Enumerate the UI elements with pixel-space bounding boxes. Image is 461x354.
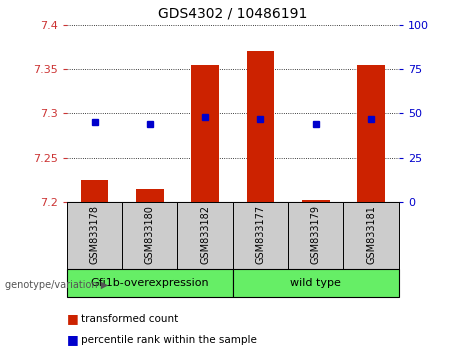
FancyBboxPatch shape	[233, 202, 288, 269]
Bar	[302, 200, 330, 202]
FancyBboxPatch shape	[288, 202, 343, 269]
FancyBboxPatch shape	[67, 269, 233, 297]
Text: GSM833182: GSM833182	[200, 205, 210, 264]
Title: GDS4302 / 10486191: GDS4302 / 10486191	[158, 7, 307, 21]
Text: GSM833177: GSM833177	[255, 205, 266, 264]
FancyBboxPatch shape	[67, 202, 122, 269]
Text: ■: ■	[67, 312, 78, 325]
Text: genotype/variation ▶: genotype/variation ▶	[5, 280, 108, 290]
Text: GSM833181: GSM833181	[366, 205, 376, 264]
FancyBboxPatch shape	[343, 202, 399, 269]
Text: Gfi1b-overexpression: Gfi1b-overexpression	[90, 278, 209, 288]
Text: transformed count: transformed count	[81, 314, 178, 324]
FancyBboxPatch shape	[177, 202, 233, 269]
Text: ■: ■	[67, 333, 78, 346]
FancyBboxPatch shape	[233, 269, 399, 297]
Bar	[191, 64, 219, 202]
Bar	[81, 180, 108, 202]
Bar	[136, 189, 164, 202]
Bar	[357, 64, 385, 202]
Text: wild type: wild type	[290, 278, 341, 288]
Text: GSM833180: GSM833180	[145, 205, 155, 264]
Text: percentile rank within the sample: percentile rank within the sample	[81, 335, 257, 345]
Bar	[247, 51, 274, 202]
Text: GSM833178: GSM833178	[89, 205, 100, 264]
FancyBboxPatch shape	[122, 202, 177, 269]
Text: GSM833179: GSM833179	[311, 205, 321, 264]
